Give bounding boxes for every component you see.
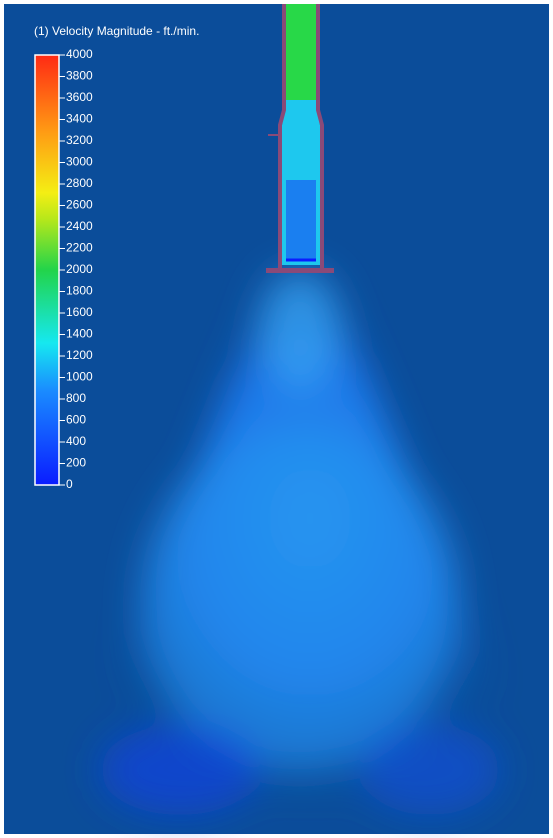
- tick-label: 600: [66, 413, 86, 427]
- tick-label: 1200: [66, 348, 93, 362]
- tick-label: 2000: [66, 262, 93, 276]
- tick-label: 1800: [66, 284, 93, 298]
- tick-label: 2800: [66, 176, 93, 190]
- legend-title: (1) Velocity Magnitude - ft./min.: [34, 24, 199, 38]
- tick-label: 3400: [66, 112, 93, 126]
- tick-label: 1000: [66, 370, 93, 384]
- tick-label: 0: [66, 477, 73, 491]
- screen: (1) Velocity Magnitude - ft./min. 0 200 40…: [0, 0, 553, 838]
- tick-label: 1400: [66, 327, 93, 341]
- tick-label: 2200: [66, 241, 93, 255]
- tick-label: 1600: [66, 305, 93, 319]
- tick-label: 3800: [66, 69, 93, 83]
- color-bar: [35, 55, 59, 485]
- tick-label: 2400: [66, 219, 93, 233]
- tick-label: 800: [66, 391, 86, 405]
- tick-label: 3000: [66, 155, 93, 169]
- tick-label: 4000: [66, 47, 93, 61]
- tick-label: 400: [66, 434, 86, 448]
- tick-label: 3200: [66, 133, 93, 147]
- tick-label: 2600: [66, 198, 93, 212]
- tick-label: 200: [66, 456, 86, 470]
- tick-label: 3600: [66, 90, 93, 104]
